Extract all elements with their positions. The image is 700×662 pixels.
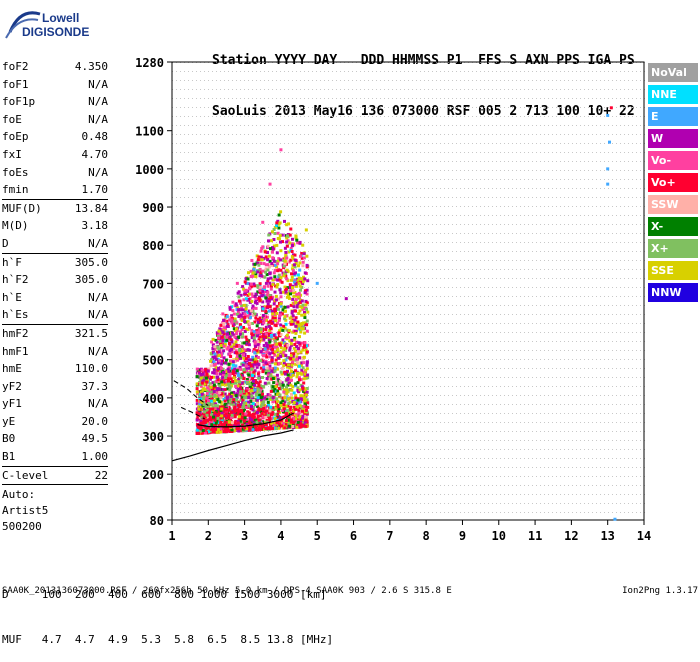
legend-item-w: W (648, 129, 698, 148)
echo-point (610, 106, 613, 109)
legend-item-nne: NNE (648, 85, 698, 104)
echo-point (236, 282, 239, 285)
y-tick-label: 1280 (135, 56, 164, 70)
echo-point (243, 320, 246, 323)
y-tick-label: 600 (142, 316, 164, 330)
y-tick-label: 900 (142, 201, 164, 215)
echo-point (221, 312, 224, 315)
y-tick-label: 1100 (135, 125, 164, 139)
echo-point (298, 282, 301, 285)
legend-item-xplus: X+ (648, 239, 698, 258)
echo-point (229, 335, 232, 338)
y-tick-label: 200 (142, 468, 164, 482)
footer: SAA0K_2013136073000.RSF / 260fx256h 50 k… (2, 586, 698, 596)
echo-point (290, 320, 293, 323)
y-tick-label: 1000 (135, 163, 164, 177)
footer-file-info: SAA0K_2013136073000.RSF / 260fx256h 50 k… (2, 586, 452, 596)
echo-point (345, 297, 348, 300)
x-tick-label: 4 (277, 529, 284, 543)
legend-item-voplus: Vo+ (648, 173, 698, 192)
echo-point (287, 373, 290, 376)
echo-point (236, 427, 239, 430)
echo-point (254, 301, 257, 304)
x-tick-label: 10 (492, 529, 506, 543)
echo-point (269, 183, 272, 186)
x-tick-label: 6 (350, 529, 357, 543)
legend-item-xminus: X- (648, 217, 698, 236)
echo-point (272, 381, 275, 384)
echo-point (229, 400, 232, 403)
x-tick-label: 2 (205, 529, 212, 543)
x-tick-label: 3 (241, 529, 248, 543)
echo-point (225, 428, 228, 431)
x-tick-label: 13 (600, 529, 614, 543)
echo-point (316, 282, 319, 285)
echo-point (294, 408, 297, 411)
electron-density-profile (172, 430, 294, 461)
echo-point (290, 389, 293, 392)
echo-point (214, 404, 217, 407)
y-tick-label: 800 (142, 239, 164, 253)
y-tick-label: 300 (142, 430, 164, 444)
legend-item-noval: NoVal (648, 63, 698, 82)
x-tick-label: 7 (386, 529, 393, 543)
echo-point (207, 370, 210, 373)
echo-point (279, 404, 282, 407)
x-tick-label: 11 (528, 529, 542, 543)
echo-point (301, 244, 304, 247)
echo-point (261, 221, 264, 224)
echo-point (606, 114, 609, 117)
plot-frame (172, 62, 644, 520)
x-tick-label: 5 (314, 529, 321, 543)
echo-point (218, 351, 221, 354)
echo-point (250, 259, 253, 262)
echo-point (243, 396, 246, 399)
y-tick-label: 400 (142, 392, 164, 406)
x-tick-label: 1 (168, 529, 175, 543)
echo-point (265, 282, 268, 285)
legend-item-e: E (648, 107, 698, 126)
legend-item-vominus: Vo- (648, 151, 698, 170)
y-tick-label: 700 (142, 277, 164, 291)
echo-point (613, 518, 616, 521)
echo-point (279, 351, 282, 354)
echo-point (279, 148, 282, 151)
legend-item-nnw: NNW (648, 283, 698, 302)
echo-point (214, 428, 217, 431)
echo-point (606, 183, 609, 186)
echo-point (200, 373, 203, 376)
echo-point (608, 141, 611, 144)
footer-version: Ion2Png 1.3.17 (622, 586, 698, 596)
x-tick-label: 8 (423, 529, 430, 543)
y-tick-label: 80 (150, 514, 164, 528)
echo-point (305, 228, 308, 231)
muf-value-row: MUF 4.7 4.7 4.9 5.3 5.8 6.5 8.5 13.8 [MH… (2, 632, 333, 647)
echo-point (258, 389, 261, 392)
muf-table: D 100 200 400 600 800 1000 1500 3000 [km… (2, 557, 333, 662)
echo-point (606, 167, 609, 170)
x-tick-label: 12 (564, 529, 578, 543)
x-tick-label: 9 (459, 529, 466, 543)
legend-item-sse: SSE (648, 261, 698, 280)
y-tick-label: 500 (142, 354, 164, 368)
echo-point (276, 251, 279, 254)
x-tick-label: 14 (637, 529, 651, 543)
legend-item-ssw: SSW (648, 195, 698, 214)
